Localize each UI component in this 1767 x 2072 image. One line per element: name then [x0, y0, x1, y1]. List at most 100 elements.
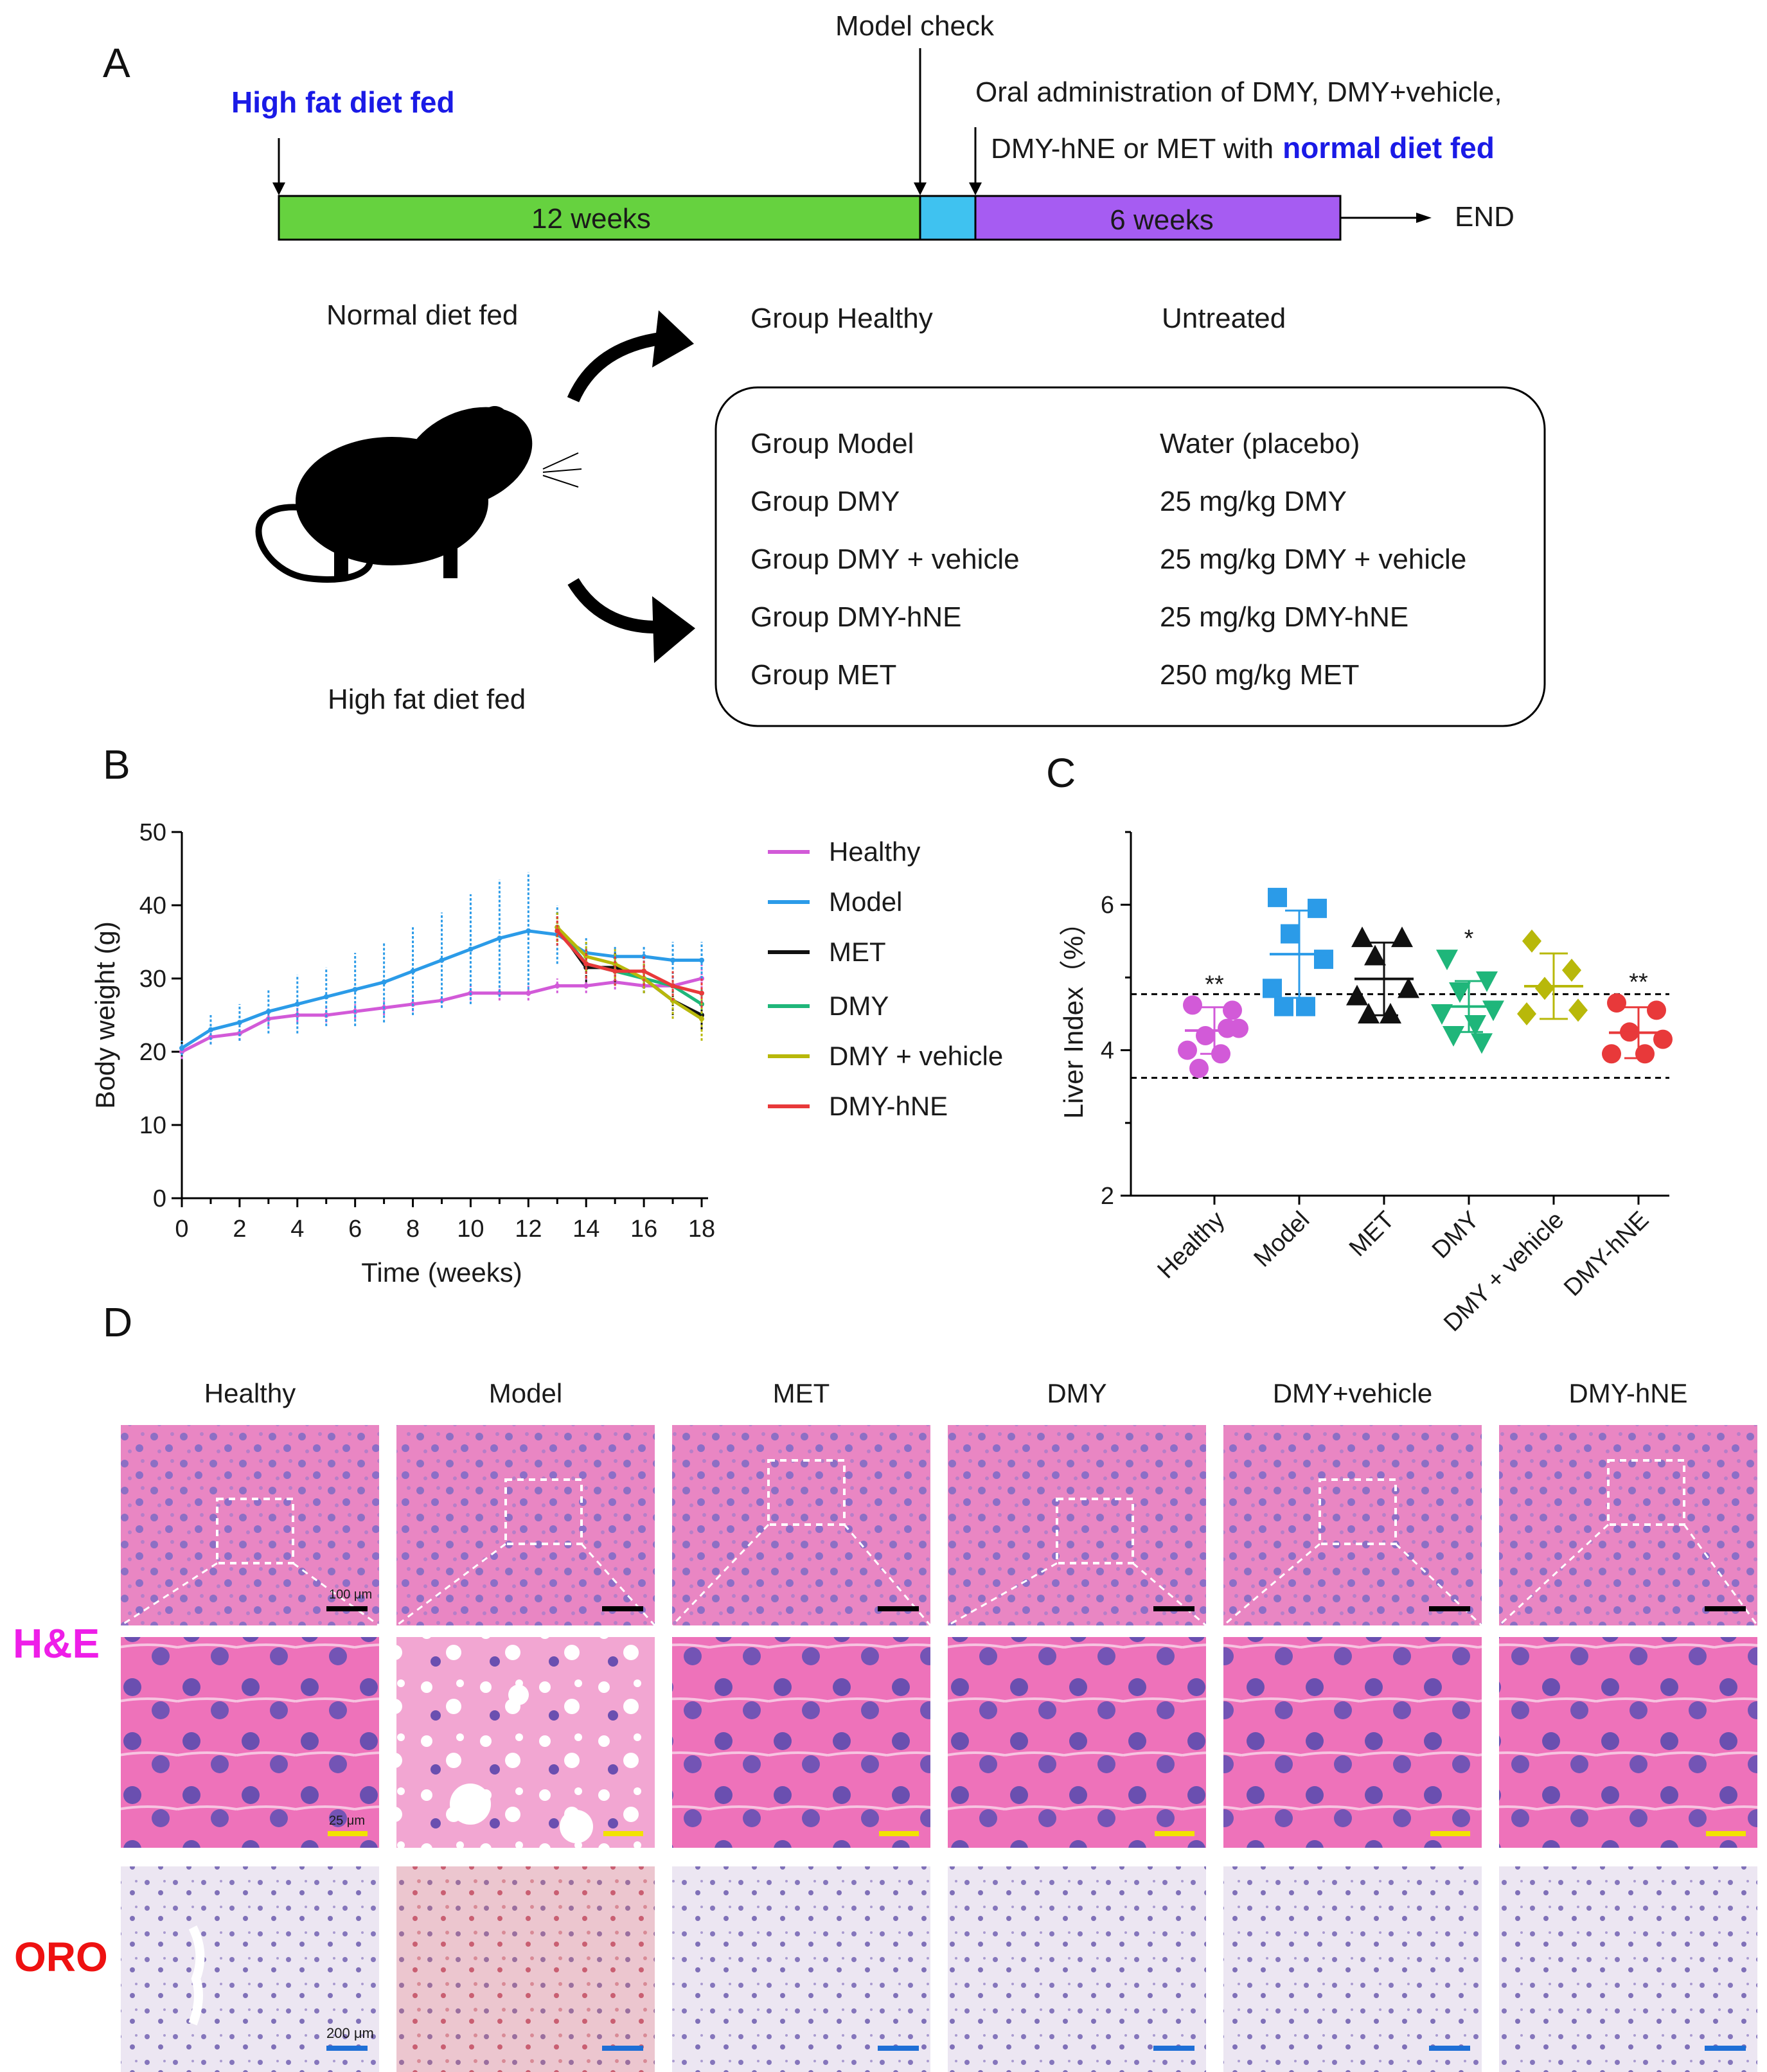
legend-label-met: MET: [829, 937, 886, 967]
data-point: [699, 990, 704, 996]
x-tick-label: 4: [290, 1216, 304, 1243]
x-tick-label: 2: [233, 1216, 246, 1243]
data-point: [1223, 1000, 1242, 1020]
he-zoom-met: [672, 1637, 930, 1848]
group-healthy-treatment: Untreated: [1162, 303, 1286, 334]
data-point: [612, 968, 618, 974]
scale-label-he-zoom: 25 μm: [329, 1814, 365, 1828]
zoom-region-box: [1319, 1478, 1397, 1545]
x-tick-label-model: Model: [1248, 1207, 1315, 1273]
group-dmy-vehicle-treatment: 25 mg/kg DMY + vehicle: [1160, 544, 1466, 575]
data-point: [555, 928, 560, 934]
data-point: [670, 983, 676, 989]
data-point: [1364, 944, 1386, 966]
x-tick-label-healthy: Healthy: [1153, 1207, 1230, 1284]
y-tick-label: 6: [1101, 892, 1114, 919]
hfd-start-label: High fat diet fed: [231, 85, 455, 119]
data-point: [1296, 996, 1315, 1016]
treatment-groups-box: [715, 386, 1546, 727]
oral-admin-prefix: DMY-hNE or MET with: [991, 133, 1274, 164]
data-point: [381, 979, 387, 985]
column-header-healthy: Healthy: [204, 1378, 296, 1408]
x-tick-label: 0: [175, 1216, 188, 1243]
mouse-icon: [255, 406, 582, 583]
significance-mark: *: [1464, 925, 1474, 952]
data-point: [1535, 977, 1554, 1000]
data-point: [583, 983, 589, 989]
line-dmy: [556, 926, 703, 1006]
data-point: [236, 1020, 242, 1025]
scale-bar: [602, 1606, 643, 1611]
body-weight-chart: 0 10 20 30 40 50 0 2 4 6 8 10 12 14 16 18 Time (weeks) Bo…: [90, 819, 715, 1288]
data-point: [670, 957, 676, 963]
y-tick-label: 20: [139, 1039, 166, 1066]
model-check-label: Model check: [835, 10, 995, 42]
he-overview-healthy: [121, 1425, 379, 1625]
body-weight-legend: Healthy Model MET DMY DMY + vehicle DMY-hNE: [768, 837, 1003, 1121]
data-point: [1268, 887, 1287, 907]
group-dmy-hne: **: [1602, 969, 1673, 1064]
data-point: [1346, 984, 1368, 1005]
significance-mark: **: [1205, 971, 1224, 998]
oro-dmy: [948, 1866, 1206, 2072]
data-point: [236, 1031, 242, 1036]
phase-12-weeks-label: 12 weeks: [531, 203, 651, 235]
data-point: [265, 1009, 271, 1014]
series-healthy: [179, 964, 704, 1059]
data-point: [1358, 1003, 1380, 1023]
group-model-treatment: Water (placebo): [1160, 428, 1360, 459]
data-point: [1471, 1033, 1493, 1054]
legend-label-healthy: Healthy: [829, 837, 920, 867]
y-axis-title: Body weight (g): [90, 921, 120, 1109]
vessel: [188, 1925, 205, 2026]
group-dmy-hne-name: Group DMY-hNE: [750, 601, 962, 633]
x-tick-label: 6: [348, 1216, 362, 1243]
group-healthy: **: [1178, 971, 1248, 1078]
y-tick-label: 4: [1101, 1038, 1114, 1065]
scale-label-oro: 200 μm: [326, 2025, 374, 2041]
data-point: [1189, 1058, 1209, 1078]
data-point: [1562, 959, 1581, 982]
oro-healthy: [121, 1866, 379, 2072]
zoom-region-box: [504, 1478, 583, 1545]
zoom-region-box: [767, 1459, 846, 1526]
normal-diet-fed-emphasis: normal diet fed: [1283, 131, 1495, 164]
he-zoom-dmy: [948, 1637, 1206, 1848]
y-tick-label: 2: [1101, 1183, 1114, 1210]
x-tick-label: 16: [630, 1216, 657, 1243]
scale-bar: [1153, 1606, 1194, 1611]
data-point: [1218, 1018, 1237, 1038]
oro-dmy-vehicle: [1223, 1866, 1482, 2072]
treatment-group-list: Group Model Water (placebo) Group DMY 25…: [750, 428, 1466, 691]
histology-grid: Healthy Model MET DMY DMY+vehicle DMY-hNE 100 …: [13, 1378, 1759, 2072]
group-dmy-treatment: 25 mg/kg DMY: [1160, 486, 1347, 517]
series-dmy: [555, 912, 704, 1019]
data-point: [323, 994, 329, 1000]
scale-bar: [602, 2046, 643, 2051]
data-point: [179, 1045, 184, 1051]
data-point: [208, 1034, 213, 1040]
row-label-oro: ORO: [14, 1934, 108, 1980]
data-point: [1183, 995, 1202, 1015]
scale-bar: [878, 1606, 919, 1611]
zoom-region-box: [1607, 1459, 1685, 1526]
oral-admin-line2: DMY-hNE or MET with normal diet fed: [991, 131, 1495, 164]
data-point: [1380, 1003, 1401, 1023]
significance-mark: **: [1629, 969, 1648, 996]
column-header-met: MET: [773, 1378, 830, 1408]
data-point: [1398, 977, 1419, 998]
group-model: [1263, 887, 1333, 1016]
x-tick-label: 10: [457, 1216, 484, 1243]
column-header-dmy-hne: DMY-hNE: [1568, 1378, 1687, 1408]
data-point: [583, 961, 589, 967]
data-point: [526, 928, 531, 934]
column-header-dmy: DMY: [1047, 1378, 1106, 1408]
data-point: [439, 957, 445, 963]
high-fat-diet-label: High fat diet fed: [328, 684, 526, 715]
model-check-bar: [919, 195, 977, 241]
x-tick-label: 14: [573, 1216, 599, 1243]
panel-d-label: D: [103, 1299, 132, 1345]
panel-b-label: B: [103, 741, 130, 788]
data-point: [294, 1001, 300, 1007]
